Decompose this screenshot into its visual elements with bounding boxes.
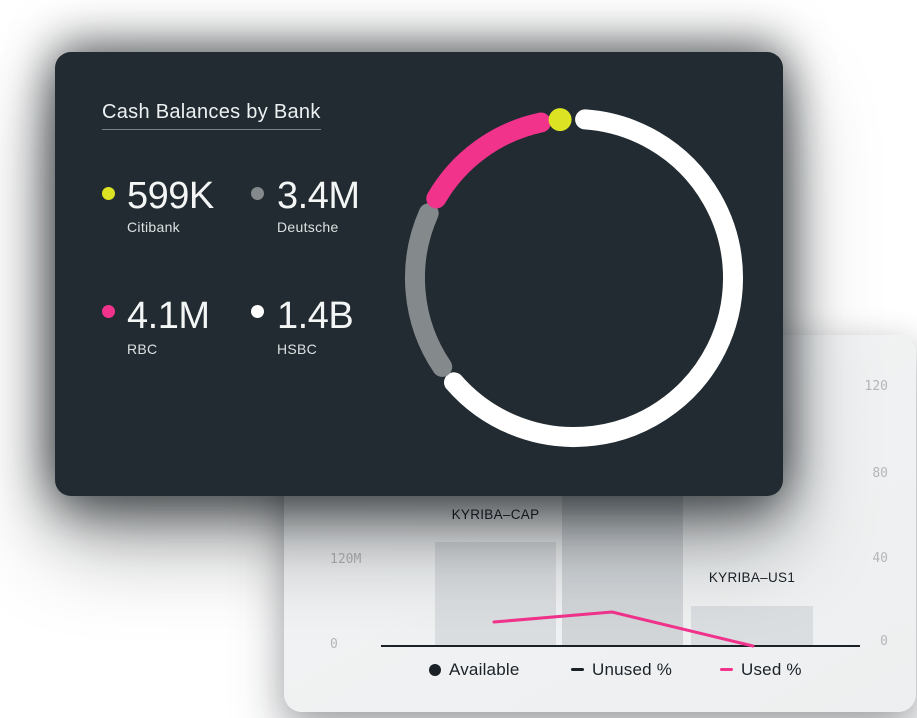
used-dash-icon (720, 668, 733, 671)
hsbc-value: 1.4B (277, 295, 354, 337)
used-percent-line (492, 610, 755, 648)
used-percent-line-chart (492, 610, 755, 648)
left-axis-tick-0: 0 (330, 637, 338, 652)
rbc-value: 4.1M (127, 295, 210, 337)
left-axis-tick-120m: 120M (330, 552, 362, 567)
unused-dash-icon (571, 668, 584, 671)
deutsche-label: Deutsche (277, 219, 339, 235)
bar-label-kyriba-us1: KYRIBA–US1 (708, 570, 796, 585)
citibank-bullet-icon (102, 187, 115, 200)
donut-segment-hsbc (444, 109, 744, 448)
citibank-value: 599K (127, 175, 214, 217)
bar-kyriba-cap (435, 542, 556, 647)
legend-item-unused-percent: Unused % (571, 659, 673, 679)
right-axis-tick-0: 0 (880, 634, 888, 649)
rbc-bullet-icon (102, 305, 115, 318)
hsbc-bullet-icon (251, 305, 264, 318)
donut-segment-deutsche (405, 203, 453, 377)
donut-segment-citibank (548, 108, 572, 132)
bar-kyriba-us1 (691, 606, 813, 647)
x-axis-line (381, 645, 860, 647)
deutsche-bullet-icon (251, 187, 264, 200)
legend-label-used-percent: Used % (741, 659, 802, 679)
right-axis-tick-40: 40 (872, 551, 888, 566)
card-title: Cash Balances by Bank (102, 101, 321, 123)
donut-chart (405, 108, 744, 448)
legend-label-unused-percent: Unused % (592, 659, 673, 679)
cash-balances-card: Cash Balances by Bank 599K Citibank 3.4M… (55, 52, 783, 496)
legend-item-available: Available (429, 659, 520, 679)
hsbc-label: HSBC (277, 341, 318, 357)
right-axis-tick-120: 120 (864, 379, 888, 394)
bar-label-kyriba-cap: KYRIBA–CAP (451, 507, 540, 522)
right-axis-tick-80: 80 (872, 466, 888, 481)
legend-item-used-percent: Used % (720, 659, 802, 679)
title-underline (102, 129, 321, 130)
deutsche-value: 3.4M (277, 175, 360, 217)
available-dot-icon (429, 663, 441, 676)
donut-segment-rbc (426, 112, 551, 209)
citibank-label: Citibank (127, 219, 180, 235)
legend-label-available: Available (449, 659, 520, 679)
rbc-label: RBC (127, 341, 158, 357)
